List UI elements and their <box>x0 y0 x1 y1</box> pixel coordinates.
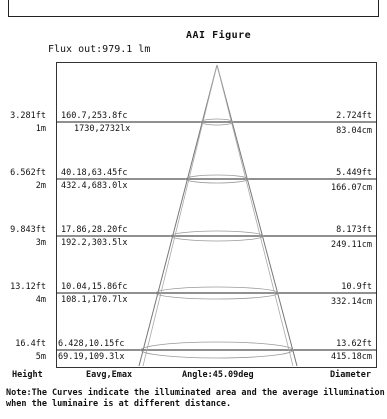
area-curve-2 <box>185 174 249 184</box>
height-ft-4: 13.12ft <box>10 282 46 292</box>
cone-right-inner <box>216 64 294 367</box>
diameter-column-label: Diameter <box>330 370 371 380</box>
height-ft-2: 6.562ft <box>10 168 46 178</box>
area-curve-5 <box>140 341 294 359</box>
eavg-lux-4: 108.1,170.7lx <box>61 295 128 305</box>
diameter-ft-1: 2.724ft <box>336 111 372 121</box>
eavg-fc-4: 10.04,15.86fc <box>61 282 128 292</box>
height-column-label: Height <box>12 370 43 380</box>
eavg-fc-5: 6.428,10.15fc <box>58 339 125 349</box>
height-ft-1: 3.281ft <box>10 111 46 121</box>
diameter-ft-3: 8.173ft <box>336 225 372 235</box>
eavg-column-label: Eavg,Emax <box>86 370 133 380</box>
eavg-fc-1: 160.7,253.8fc <box>61 111 128 121</box>
height-m-4: 4m <box>35 295 46 305</box>
diameter-cm-4: 332.14cm <box>331 297 372 307</box>
diameter-ft-5: 13.62ft <box>336 339 372 349</box>
cone-right-edge <box>216 64 298 367</box>
footnote: Note:The Curves indicate the illuminated… <box>6 388 385 409</box>
diagram-frame <box>56 62 377 368</box>
top-frame <box>8 0 379 17</box>
diameter-ft-4: 10.9ft <box>341 282 372 292</box>
diameter-cm-5: 415.18cm <box>331 352 372 362</box>
height-m-3: 3m <box>35 238 46 248</box>
beam-angle-label: Angle:45.09deg <box>182 370 254 380</box>
height-ft-3: 9.843ft <box>10 225 46 235</box>
eavg-lux-1: 1730,2732lx <box>74 124 131 134</box>
diameter-ft-2: 5.449ft <box>336 168 372 178</box>
diameter-cm-3: 249.11cm <box>331 240 372 250</box>
height-ft-5: 16.4ft <box>15 339 46 349</box>
flux-output: Flux out:979.1 lm <box>48 44 151 55</box>
cone-left-inner <box>142 64 218 367</box>
area-curve-3 <box>170 230 264 242</box>
eavg-lux-5: 69.19,109.3lx <box>58 352 125 362</box>
eavg-fc-3: 17.86,28.20fc <box>61 225 128 235</box>
eavg-lux-2: 432.4,683.0lx <box>61 181 128 191</box>
area-curve-4 <box>155 286 279 300</box>
eavg-fc-2: 40.18,63.45fc <box>61 168 128 178</box>
diameter-cm-2: 166.07cm <box>331 183 372 193</box>
height-m-2: 2m <box>35 181 46 191</box>
area-curve-1 <box>200 118 234 126</box>
height-m-1: 1m <box>35 124 46 134</box>
figure-title: AAI Figure <box>186 30 252 41</box>
height-m-5: 5m <box>35 352 46 362</box>
eavg-lux-3: 192.2,303.5lx <box>61 238 128 248</box>
diameter-cm-1: 83.04cm <box>336 126 372 136</box>
cone-left-edge <box>138 64 218 367</box>
